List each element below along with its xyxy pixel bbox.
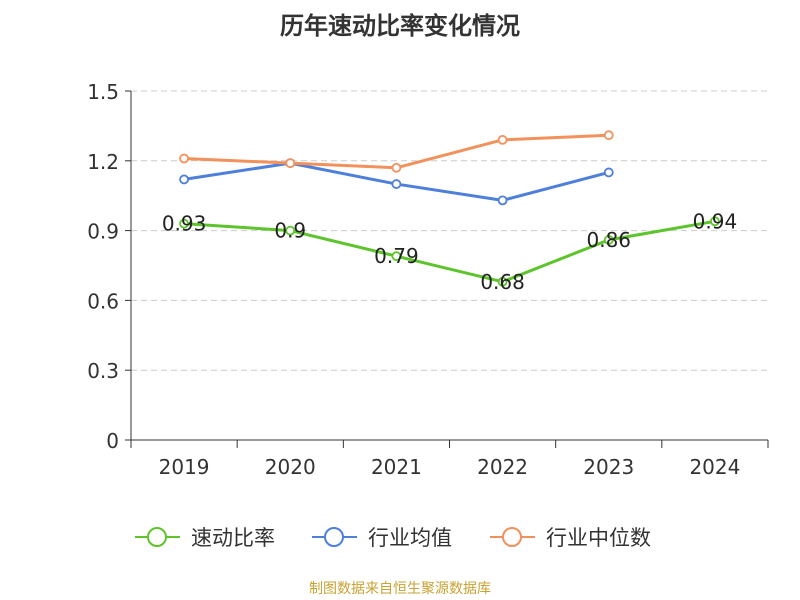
legend-marker [324,527,344,547]
y-tick-label: 1.5 [87,80,119,104]
data-label: 0.86 [586,228,631,252]
data-point [285,158,296,169]
legend-marker [502,527,522,547]
legend-item[interactable]: 速动比率 [135,526,275,550]
data-point [391,179,402,189]
data-labels: 0.93 0.9 0.79 0.68 0.86 0.94 [162,209,737,293]
source-note: 制图数据来自恒生聚源数据库 [309,581,491,597]
x-tick-label: 2021 [371,455,422,479]
y-tick-label: 0.9 [87,220,119,244]
x-tick-label: 2020 [265,455,316,479]
data-point [391,251,402,262]
legend-item[interactable]: 行业中位数 [490,526,651,550]
axes: 0 0.3 0.6 0.9 1.2 1.5 2019 2020 2021 2022 2023 2024 [87,80,769,479]
x-tick-label: 2024 [689,455,740,479]
data-point [179,153,189,164]
y-tick-label: 0 [106,429,119,453]
data-label: 0.94 [693,209,738,233]
data-point [603,130,614,141]
data-point [391,162,402,173]
data-label: 0.9 [274,219,306,243]
data-label: 0.93 [162,212,207,236]
data-point [497,134,508,145]
series-line [183,219,716,284]
legend-label: 速动比率 [191,526,275,550]
data-point [179,218,189,229]
y-tick-label: 0.6 [87,289,119,313]
chart-title: 历年速动比率变化情况 [280,12,520,40]
x-tick-label: 2019 [159,455,210,479]
data-point [285,225,296,236]
data-point [497,195,508,206]
grid-lines [131,90,768,371]
legend-label: 行业中位数 [546,526,651,550]
legend-marker [147,527,167,547]
legend-item[interactable]: 行业均值 [312,526,452,550]
series-layer [179,130,720,287]
data-point [603,235,614,245]
x-tick-label: 2023 [583,455,634,479]
legend-label: 行业均值 [368,526,452,550]
data-point [497,276,508,287]
data-label: 0.68 [480,270,525,294]
data-point [710,216,720,227]
legend[interactable]: 速动比率 行业均值 行业中位数 [135,526,651,550]
y-tick-label: 0.3 [87,359,119,383]
y-tick-label: 1.2 [87,150,119,174]
x-tick-label: 2022 [477,455,528,479]
data-point [179,174,189,185]
data-label: 0.79 [374,244,419,268]
data-point [603,167,614,178]
